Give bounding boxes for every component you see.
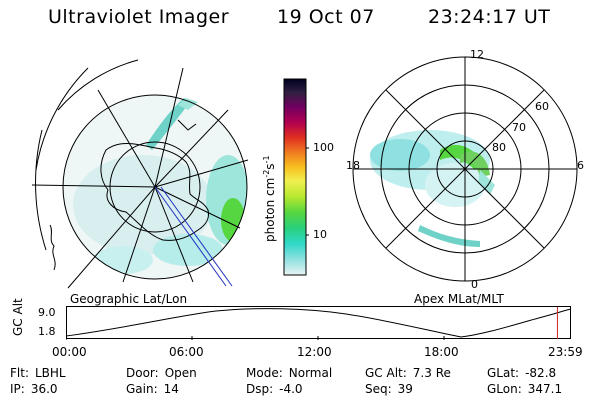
mlat-label-70: 70 xyxy=(512,121,526,134)
status-door: Door: Open xyxy=(126,366,197,380)
geographic-caption: Geographic Lat/Lon xyxy=(70,292,188,306)
altitude-tick-low: 1.8 xyxy=(38,325,56,338)
status-filter: Flt: LBHL xyxy=(10,366,66,380)
time-tick-1200: 12:00 xyxy=(297,345,332,359)
mlt-label-12: 12 xyxy=(470,48,484,61)
status-ip: IP: 36.0 xyxy=(10,382,58,396)
emission-strip xyxy=(146,98,190,150)
status-glat: GLat: -82.8 xyxy=(487,366,557,380)
coastline xyxy=(100,143,209,241)
mlt-label-0: 0 xyxy=(471,278,478,291)
intensity-colorbar xyxy=(283,78,309,276)
magnetic-caption: Apex MLat/MLT xyxy=(414,292,504,306)
mlat-label-80: 80 xyxy=(492,141,506,154)
status-seq: Seq: 39 xyxy=(365,382,413,396)
ground-track xyxy=(154,186,227,287)
geographic-map xyxy=(31,59,249,289)
instrument-title: Ultraviolet Imager xyxy=(48,6,230,28)
lat-circle-inner xyxy=(109,141,201,233)
mlt-label-18: 18 xyxy=(346,159,360,172)
altitude-plot-frame xyxy=(66,306,571,339)
mlat-label-60: 60 xyxy=(535,100,549,113)
colorbar-tick-10: 10 xyxy=(313,228,327,241)
status-dsp: Dsp: -4.0 xyxy=(246,382,303,396)
geographic-emission xyxy=(63,95,247,279)
colorbar-tick-100: 100 xyxy=(313,141,334,154)
altitude-tick-high: 9.0 xyxy=(38,306,56,319)
altitude-plot xyxy=(66,306,572,340)
observation-time: 23:24:17 UT xyxy=(428,6,551,28)
status-gain: Gain: 14 xyxy=(126,382,179,396)
time-tick-0000: 00:00 xyxy=(52,345,87,359)
altitude-ylabel: GC Alt xyxy=(11,298,25,336)
map-boundary xyxy=(62,94,248,280)
time-tick-0600: 06:00 xyxy=(169,345,204,359)
status-mode: Mode: Normal xyxy=(246,366,333,380)
mlt-label-6: 6 xyxy=(577,159,584,172)
status-glon: GLon: 347.1 xyxy=(487,382,563,396)
colorbar-unit-label: photon cm-2s-1 xyxy=(262,155,277,242)
observation-date: 19 Oct 07 xyxy=(277,6,375,28)
time-tick-1800: 18:00 xyxy=(424,345,459,359)
altitude-curve xyxy=(66,308,572,338)
time-tick-2359: 23:59 xyxy=(548,345,583,359)
magnetic-map xyxy=(352,56,578,282)
status-gc-alt: GC Alt: 7.3 Re xyxy=(365,366,451,380)
magnetic-emission xyxy=(370,130,495,247)
